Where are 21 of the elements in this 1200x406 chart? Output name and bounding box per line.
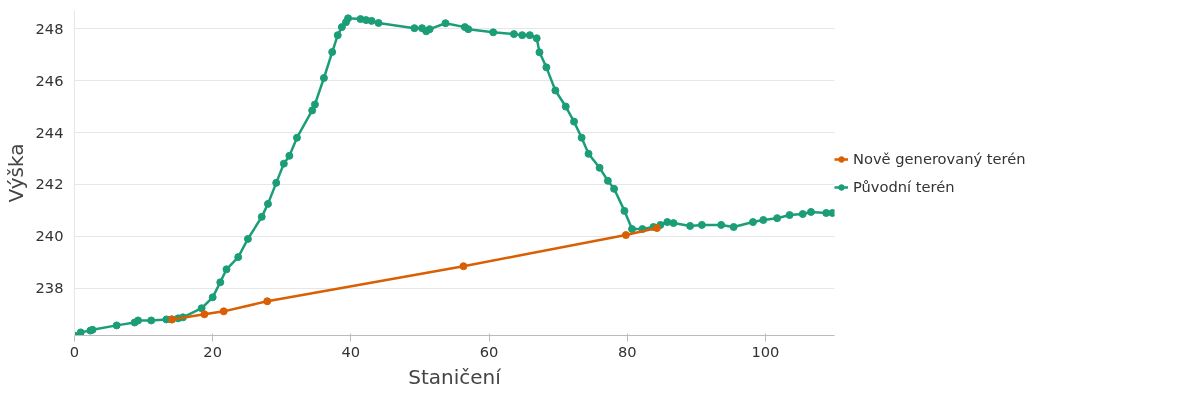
y-tick-label: 242 bbox=[35, 175, 64, 193]
x-tick-label: 60 bbox=[479, 342, 499, 360]
y-tick-label: 248 bbox=[35, 19, 64, 37]
point bbox=[200, 310, 209, 319]
x-tick-label: 40 bbox=[341, 342, 361, 360]
point bbox=[459, 262, 468, 271]
x-tick-label: 0 bbox=[69, 342, 80, 360]
y-tick-label: 240 bbox=[35, 227, 64, 245]
y-tick-label: 244 bbox=[35, 123, 64, 141]
point bbox=[621, 231, 630, 240]
x-axis-title: Staničení bbox=[408, 364, 503, 389]
x-tick-label: 100 bbox=[751, 342, 780, 360]
point bbox=[263, 297, 272, 306]
x-tick-label: 20 bbox=[203, 342, 223, 360]
point bbox=[219, 307, 228, 316]
y-axis-title: Výška bbox=[3, 143, 28, 203]
legend-label: Nově generovaný terén bbox=[853, 150, 1026, 167]
legend-label: Původní terén bbox=[853, 178, 955, 195]
y-tick-label: 238 bbox=[35, 279, 64, 297]
x-tick-label: 80 bbox=[617, 342, 637, 360]
y-tick-label: 246 bbox=[35, 71, 64, 89]
